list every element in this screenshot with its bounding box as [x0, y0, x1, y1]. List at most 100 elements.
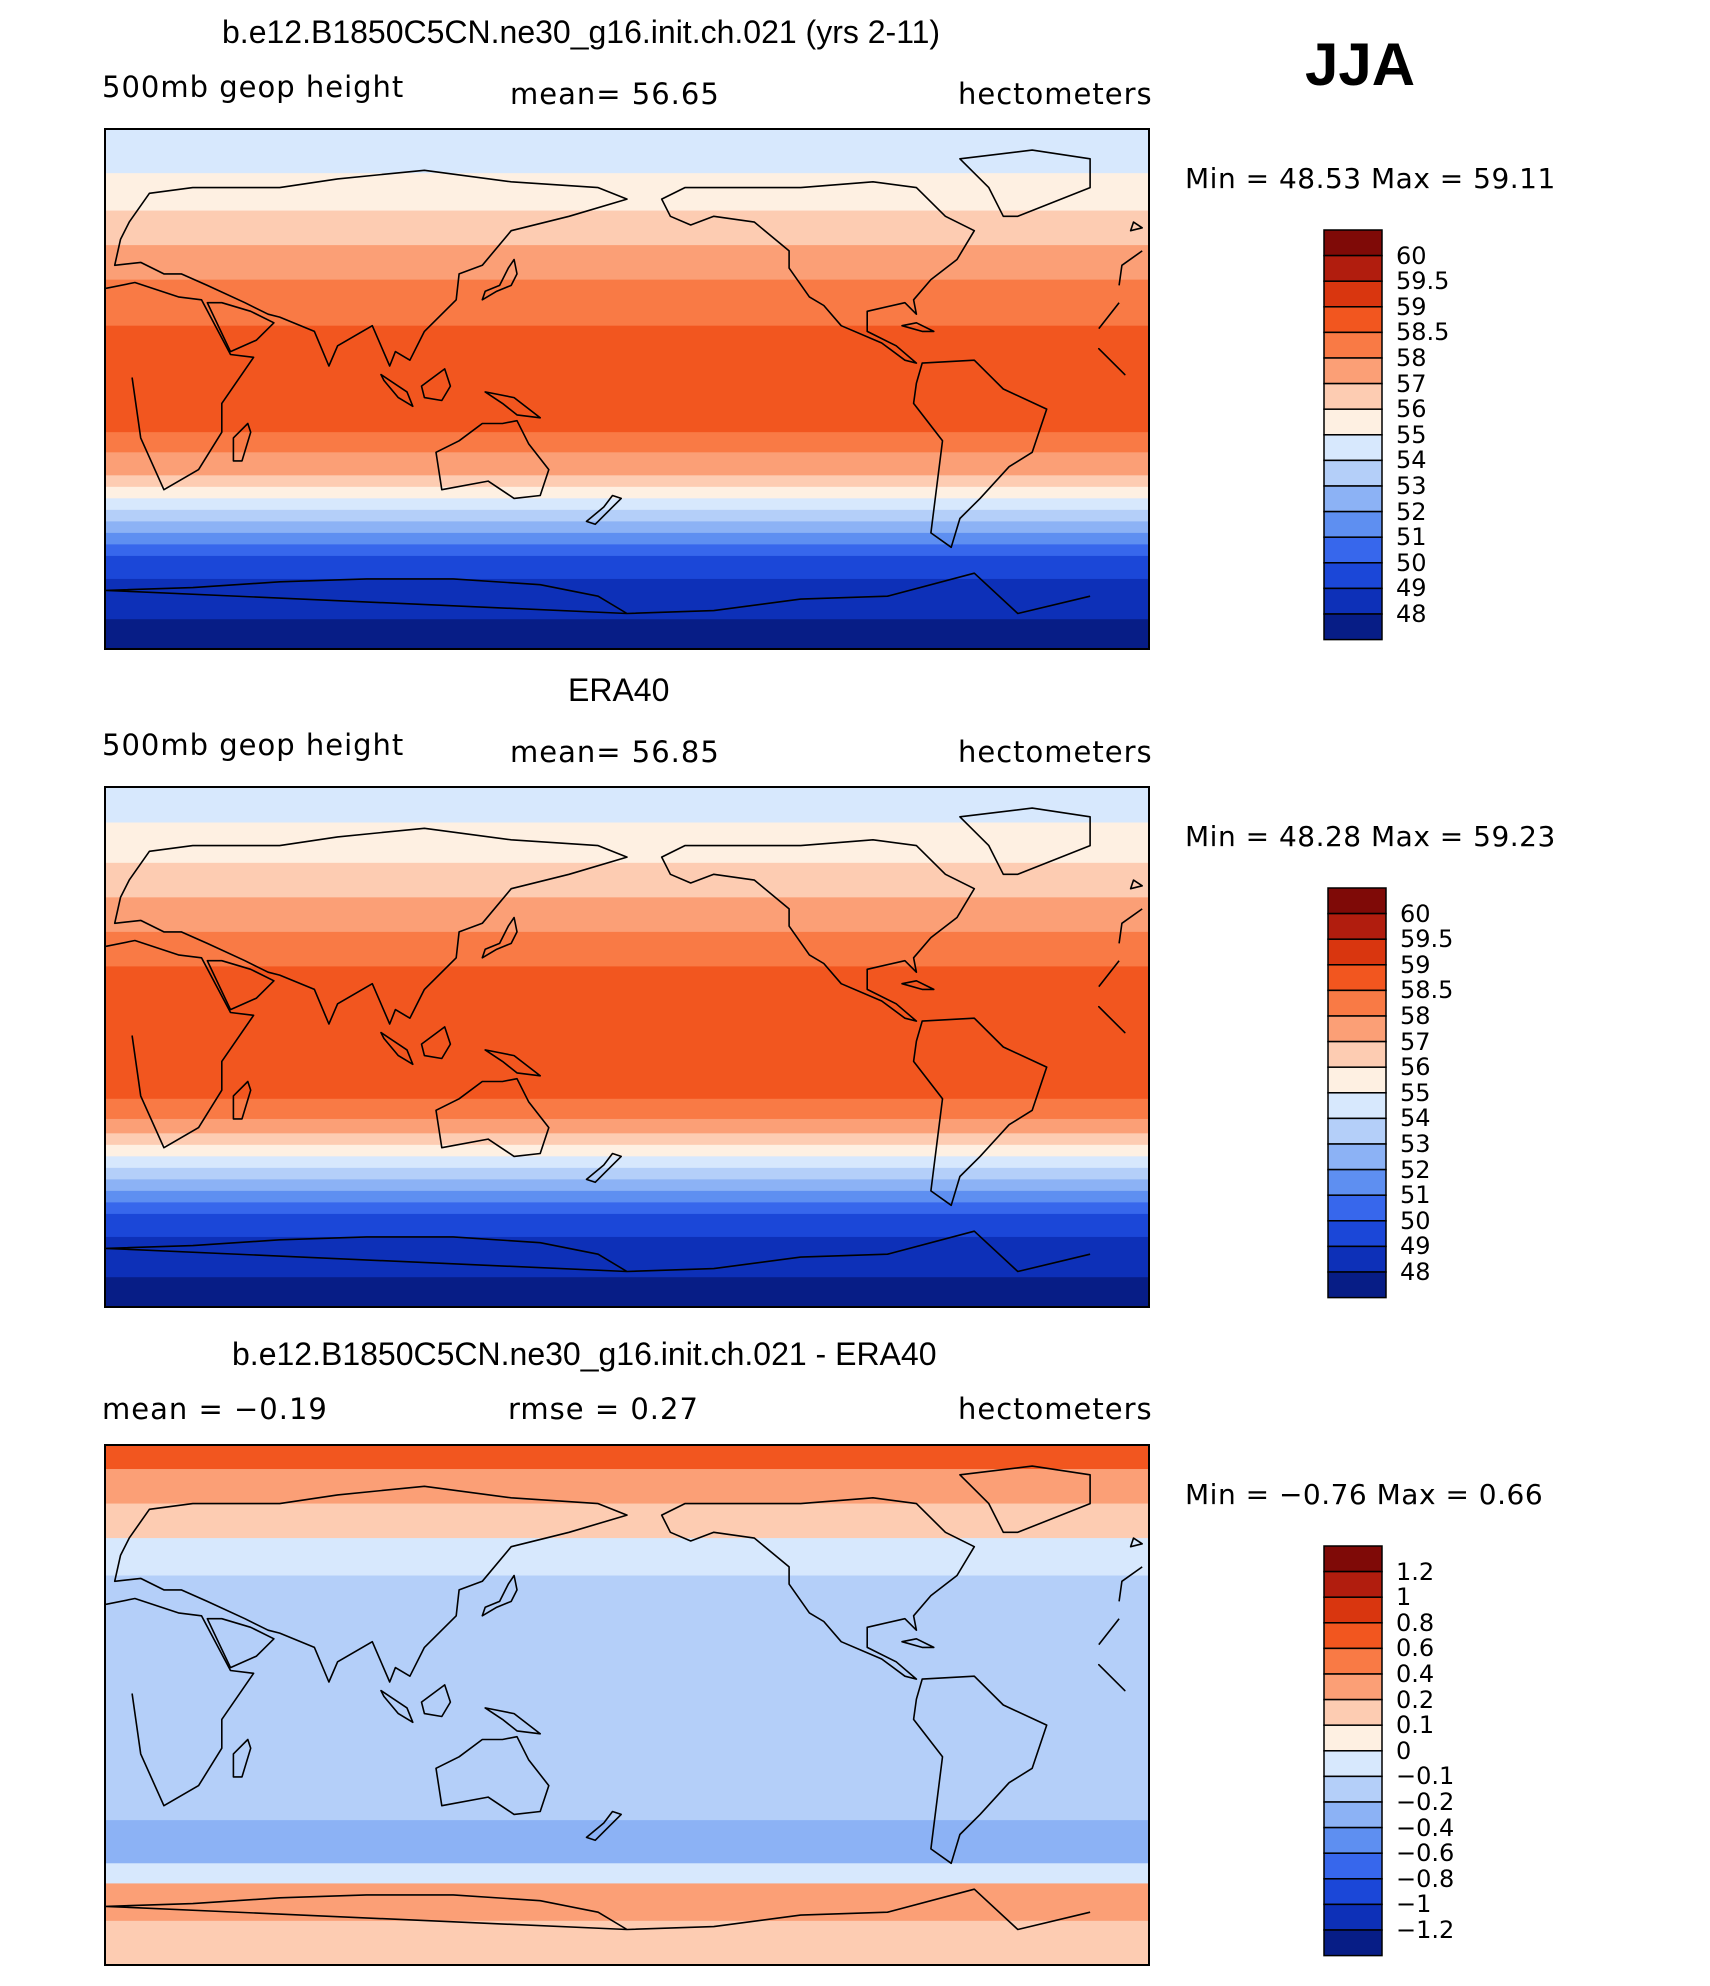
colorbar-swatch	[1327, 1092, 1387, 1120]
colorbar-swatch	[1327, 887, 1387, 915]
coastline	[1129, 1537, 1143, 1548]
panel1-mean-label: mean= 56.65	[510, 77, 720, 111]
contour-band	[106, 1144, 1148, 1158]
coastline	[206, 301, 275, 353]
colorbar-tick-label: 0.2	[1396, 1685, 1435, 1714]
contour-band	[106, 862, 1148, 899]
contour-band	[106, 1118, 1148, 1135]
coastline	[232, 422, 252, 462]
colorbar-tick-label: 1.2	[1396, 1557, 1435, 1586]
colorbar-tick-label: −0.8	[1396, 1864, 1455, 1893]
colorbar-swatch	[1323, 1647, 1383, 1675]
contour-band	[106, 1179, 1148, 1192]
coastline	[232, 1080, 252, 1120]
panel1-title: b.e12.B1850C5CN.ne30_g16.init.ch.021 (yr…	[222, 14, 941, 50]
panel2-colorbar: 60 59.5 59 58.5 58 57 56 55 54 53 52 51 50 49 48	[1326, 886, 1453, 1304]
colorbar-swatch	[1323, 1801, 1383, 1829]
panel2-variable-label: 500mb geop height	[102, 728, 405, 762]
contour-band	[106, 1920, 1148, 1964]
colorbar-swatch	[1323, 229, 1383, 257]
colorbar-tick-label: 0.4	[1396, 1660, 1435, 1688]
colorbar-tick-label: 0.8	[1396, 1608, 1435, 1637]
colorbar-tick-label: −0.1	[1396, 1762, 1455, 1791]
coastline	[901, 980, 935, 991]
contour-band	[106, 544, 1148, 557]
colorbar-swatch	[1323, 536, 1383, 564]
colorbar-tick-label: 54	[1400, 1104, 1431, 1133]
coastline	[660, 1497, 976, 1680]
contour-band	[106, 245, 1148, 281]
colorbar-swatch	[1323, 613, 1383, 641]
contour-band	[106, 1820, 1148, 1865]
coastline	[481, 1574, 518, 1617]
contour-band	[106, 1277, 1148, 1306]
colorbar-tick-label: 57	[1400, 1027, 1431, 1056]
coastline	[232, 1738, 252, 1778]
coastline	[585, 1810, 622, 1842]
colorbar-tick-label: 48	[1396, 600, 1427, 628]
colorbar-swatch	[1323, 587, 1383, 615]
colorbar-tick-label: 60	[1400, 899, 1431, 928]
colorbar-tick-label: 51	[1400, 1181, 1431, 1210]
colorbar-swatch	[1323, 1622, 1383, 1650]
coastline	[959, 807, 1091, 876]
colorbar-swatch	[1323, 1929, 1383, 1957]
colorbar-swatch	[1327, 1271, 1387, 1299]
panel2-title: ERA40	[568, 672, 670, 708]
coastline	[484, 391, 541, 419]
coastline	[660, 181, 976, 364]
coastline	[106, 939, 1126, 1149]
colorbar-swatch	[1323, 459, 1383, 487]
coastline	[113, 827, 1143, 1025]
coastline	[435, 1077, 550, 1158]
panel1-variable-label: 500mb geop height	[102, 70, 405, 104]
coastline	[420, 1684, 452, 1718]
panel3-map	[104, 1444, 1150, 1966]
contour-band	[106, 931, 1148, 968]
colorbar-tick-label: 0.1	[1396, 1711, 1435, 1740]
colorbar-swatch	[1323, 1826, 1383, 1854]
colorbar-tick-label: 0.6	[1396, 1634, 1435, 1663]
coastline	[113, 1485, 1143, 1683]
colorbar-tick-label: −0.4	[1396, 1813, 1455, 1842]
panel3-units-label: hectometers	[958, 1392, 1153, 1426]
colorbar-swatch	[1327, 964, 1387, 992]
coastline	[901, 1638, 935, 1649]
colorbar-swatch	[1323, 408, 1383, 436]
coastline	[481, 258, 518, 301]
panel3-title: b.e12.B1850C5CN.ne30_g16.init.ch.021 - E…	[232, 1336, 937, 1372]
coastline	[1129, 221, 1143, 232]
contour-band	[106, 619, 1148, 648]
colorbar-swatch	[1323, 280, 1383, 308]
colorbar-tick-label: 56	[1396, 395, 1427, 424]
contour-band	[106, 475, 1148, 488]
colorbar-swatch	[1323, 1775, 1383, 1803]
coastline	[912, 359, 1048, 549]
colorbar-swatch	[1323, 306, 1383, 334]
contour-band	[106, 279, 1148, 327]
coastline	[484, 1707, 541, 1735]
colorbar-tick-label: 1	[1396, 1583, 1412, 1612]
coastline	[1129, 879, 1143, 890]
panel3-rmse-label: rmse = 0.27	[508, 1392, 699, 1426]
colorbar-tick-label: 58.5	[1400, 976, 1454, 1005]
contour-band	[106, 1202, 1148, 1215]
panel1-colorbar: 60 59.5 59 58.5 58 57 56 55 54 53 52 51 50 49 48	[1322, 228, 1449, 646]
contour-band	[106, 452, 1148, 477]
colorbar-swatch	[1327, 1245, 1387, 1273]
colorbar-tick-label: 50	[1396, 548, 1427, 577]
contour-band	[106, 486, 1148, 500]
colorbar-swatch	[1323, 485, 1383, 513]
colorbar-tick-label: 56	[1400, 1053, 1431, 1082]
colorbar-swatch	[1323, 357, 1383, 385]
coastline	[420, 1026, 452, 1060]
colorbar-tick-label: 54	[1396, 446, 1427, 475]
panel1-map	[104, 128, 1150, 650]
colorbar-tick-label: 59	[1400, 950, 1431, 979]
panel3-minmax: Min = −0.76 Max = 0.66	[1185, 1478, 1544, 1511]
contour-band	[106, 1538, 1148, 1577]
colorbar-tick-label: 50	[1400, 1206, 1431, 1235]
colorbar-tick-label: 55	[1396, 420, 1427, 449]
panel3-colorbar: 1.2 1 0.8 0.6 0.4 0.2 0.1 0 −0.1 −0.2 −0.4 −0.6 −0.8…	[1322, 1544, 1454, 1962]
colorbar-tick-label: 58.5	[1396, 318, 1450, 347]
